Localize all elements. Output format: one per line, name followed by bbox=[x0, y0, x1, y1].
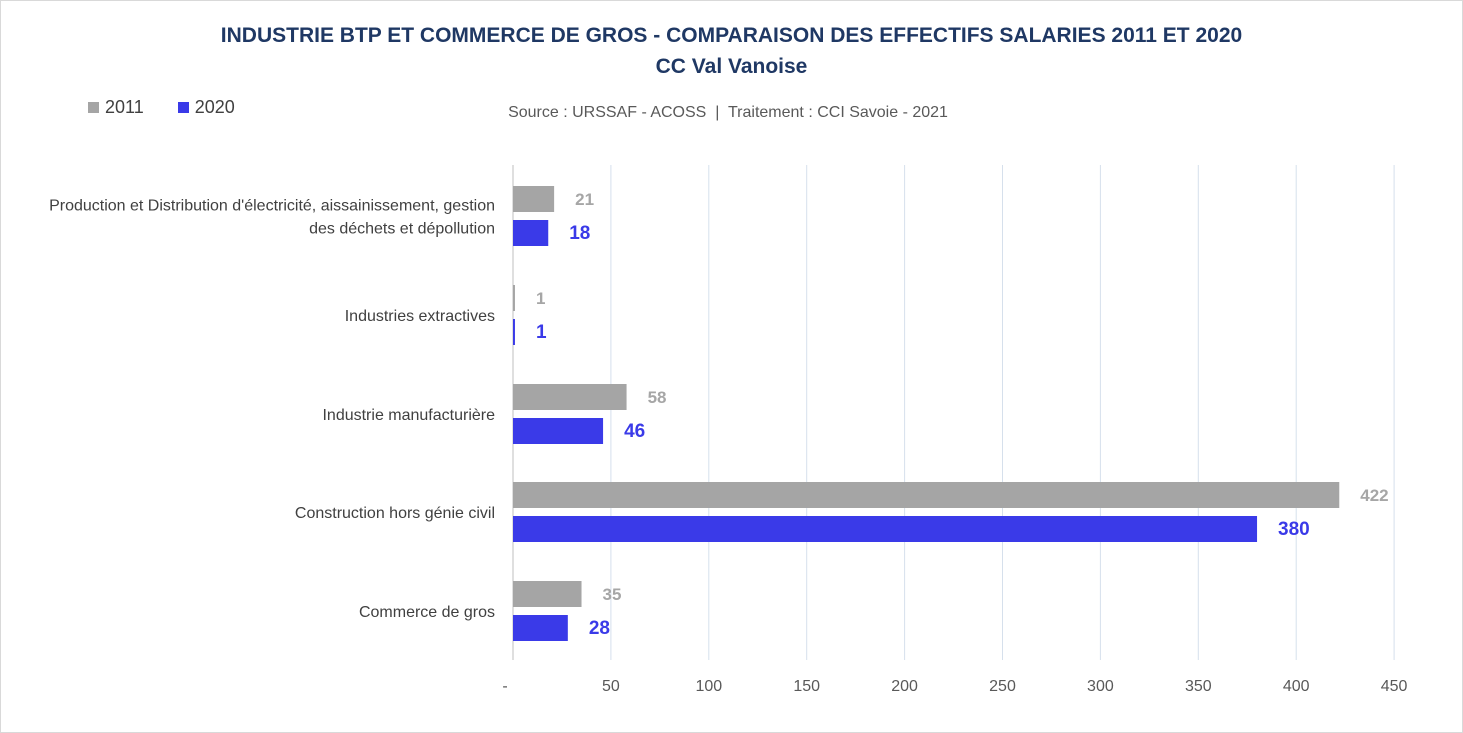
data-label-2011: 21 bbox=[575, 190, 594, 209]
category-label-line: Industrie manufacturière bbox=[322, 407, 495, 424]
category-label: Commerce de gros bbox=[359, 604, 495, 621]
legend-swatch-2020 bbox=[177, 102, 189, 113]
chart-title: INDUSTRIE BTP ET COMMERCE DE GROS - COMP… bbox=[220, 24, 1243, 47]
legend-item-2011: 2011 bbox=[88, 97, 144, 118]
legend: 2011 2020 bbox=[88, 97, 235, 118]
legend-item-2020: 2020 bbox=[177, 97, 235, 118]
data-label-2011: 58 bbox=[648, 388, 667, 407]
bar-2011 bbox=[513, 482, 1340, 508]
legend-label-2011: 2011 bbox=[105, 97, 144, 117]
data-label-2020: 380 bbox=[1278, 519, 1310, 540]
x-tick-label: 350 bbox=[1185, 678, 1212, 695]
data-label-2011: 422 bbox=[1360, 486, 1388, 505]
data-label-2020: 18 bbox=[569, 223, 590, 244]
category-label: Production et Distribution d'électricité… bbox=[49, 198, 495, 238]
bar-2020 bbox=[513, 516, 1258, 542]
bar-2020 bbox=[513, 220, 549, 246]
x-tick-label: 200 bbox=[891, 678, 918, 695]
bar-2011 bbox=[513, 186, 555, 212]
bar-2011 bbox=[513, 581, 582, 607]
bar-2011 bbox=[513, 285, 515, 311]
data-label-2011: 35 bbox=[603, 585, 622, 604]
data-label-2011: 1 bbox=[536, 289, 545, 308]
bar-2011 bbox=[513, 384, 627, 410]
data-label-2020: 28 bbox=[589, 618, 610, 639]
bar-2020 bbox=[513, 615, 568, 641]
data-label-2020: 46 bbox=[624, 421, 645, 442]
data-label-2020: 1 bbox=[536, 322, 547, 343]
category-label-line: Construction hors génie civil bbox=[295, 505, 495, 522]
category-label: Industries extractives bbox=[345, 308, 495, 325]
bar-2020 bbox=[513, 418, 604, 444]
legend-label-2020: 2020 bbox=[194, 97, 235, 117]
x-tick-label: 300 bbox=[1087, 678, 1114, 695]
x-tick-label: 450 bbox=[1381, 678, 1408, 695]
category-label: Construction hors génie civil bbox=[295, 505, 495, 522]
x-tick-label: 400 bbox=[1283, 678, 1310, 695]
x-tick-label: 100 bbox=[695, 678, 722, 695]
x-tick-label: 150 bbox=[793, 678, 820, 695]
x-tick-label: 50 bbox=[602, 678, 620, 695]
category-label-line: Production et Distribution d'électricité… bbox=[49, 198, 495, 215]
x-tick-label: 250 bbox=[989, 678, 1016, 695]
category-label-line: des déchets et dépollution bbox=[309, 221, 495, 238]
x-tick-label: - bbox=[502, 678, 507, 695]
category-label-line: Industries extractives bbox=[345, 308, 495, 325]
legend-swatch-2011 bbox=[88, 102, 99, 113]
chart-subtitle: CC Val Vanoise bbox=[655, 55, 808, 78]
bar-2020 bbox=[513, 319, 515, 345]
chart-source: Source : URSSAF - ACOSS | Traitement : C… bbox=[508, 104, 948, 121]
category-label: Industrie manufacturière bbox=[322, 407, 495, 424]
category-label-line: Commerce de gros bbox=[359, 604, 495, 621]
